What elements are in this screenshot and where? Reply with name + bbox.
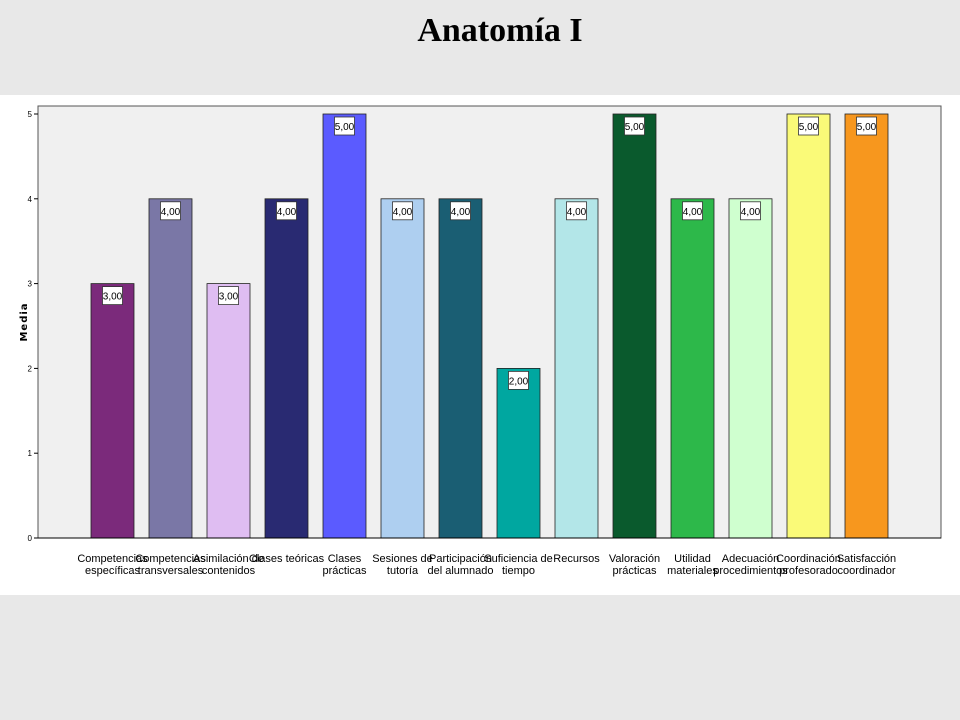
x-tick-label: Coordinación [776, 553, 841, 565]
x-tick-label: Asimilación de [193, 553, 264, 565]
data-label-box [276, 201, 297, 221]
data-label-box [392, 201, 413, 221]
chart-panel: 0 1 2 3 4 5 Media 3,00 Competencias específicas 4,… [0, 95, 960, 595]
data-label: 3,00 [219, 292, 239, 303]
data-label: 4,00 [683, 207, 703, 218]
x-tick-label: Valoración [609, 553, 660, 565]
x-tick-label: Sesiones de [372, 553, 433, 565]
data-label-box [856, 116, 877, 136]
x-tick-label: Competencias [135, 553, 206, 565]
x-tick-label: Clases teóricas [249, 553, 325, 565]
data-label: 4,00 [393, 207, 413, 218]
x-tick-label: Participación [429, 553, 492, 565]
data-label-box [218, 286, 239, 306]
data-label: 5,00 [625, 122, 645, 133]
data-label: 2,00 [509, 376, 529, 387]
y-axis-label: Media [19, 302, 30, 341]
x-tick-label: procedimientos [713, 565, 788, 577]
y-tick-label: 3 [28, 280, 33, 289]
data-label-box [682, 201, 703, 221]
x-tick-label: contenidos [202, 565, 256, 577]
y-tick-label: 0 [28, 534, 33, 543]
x-tick-label: tutoría [387, 565, 419, 577]
bar [90, 283, 135, 539]
bar [728, 198, 773, 539]
slide-title: Anatomía I [417, 12, 583, 49]
x-tick-label: materiales [667, 565, 718, 577]
data-label: 4,00 [161, 207, 181, 218]
x-tick-label: Suficiencia de [484, 553, 553, 565]
bar [322, 113, 367, 539]
x-tick-label: del alumnado [427, 565, 493, 577]
x-tick-label: Competencias [77, 553, 148, 565]
bar [438, 198, 483, 539]
data-label-box [102, 286, 123, 306]
data-label-box [160, 201, 181, 221]
data-label-box [740, 201, 761, 221]
data-label: 4,00 [567, 207, 587, 218]
bar [670, 198, 715, 539]
bar [554, 198, 599, 539]
data-label: 4,00 [451, 207, 471, 218]
x-tick-label: específicas [85, 565, 141, 577]
bar [786, 113, 831, 539]
y-tick-label: 5 [28, 110, 33, 119]
x-tick-label: prácticas [612, 565, 657, 577]
data-label: 4,00 [277, 207, 297, 218]
data-label: 5,00 [799, 122, 819, 133]
x-tick-label: transversales [138, 565, 204, 577]
x-tick-label: Clases [328, 553, 362, 565]
bar [380, 198, 425, 539]
data-label-box [798, 116, 819, 136]
data-label-box [450, 201, 471, 221]
data-label-box [624, 116, 645, 136]
x-tick-label: tiempo [502, 565, 535, 577]
bar [264, 198, 309, 539]
x-tick-label: coordinador [837, 565, 895, 577]
data-label: 5,00 [335, 122, 355, 133]
data-label-box [566, 201, 587, 221]
data-label: 3,00 [103, 292, 123, 303]
x-tick-label: profesorado [779, 565, 838, 577]
data-label-box [334, 116, 355, 136]
bar [844, 113, 889, 539]
data-label: 4,00 [741, 207, 761, 218]
data-label-box [508, 370, 529, 390]
x-tick-label: prácticas [322, 565, 367, 577]
bar [496, 367, 541, 539]
bar [612, 113, 657, 539]
bar [148, 198, 193, 539]
x-tick-label: Satisfacción [837, 553, 896, 565]
x-tick-label: Utilidad [674, 553, 711, 565]
y-tick-label: 1 [28, 449, 33, 458]
x-tick-label: Adecuación [722, 553, 780, 565]
y-tick-label: 2 [28, 364, 33, 373]
bar [206, 283, 251, 539]
y-tick-label: 4 [28, 195, 33, 204]
x-tick-label: Recursos [553, 553, 600, 565]
data-label: 5,00 [857, 122, 877, 133]
